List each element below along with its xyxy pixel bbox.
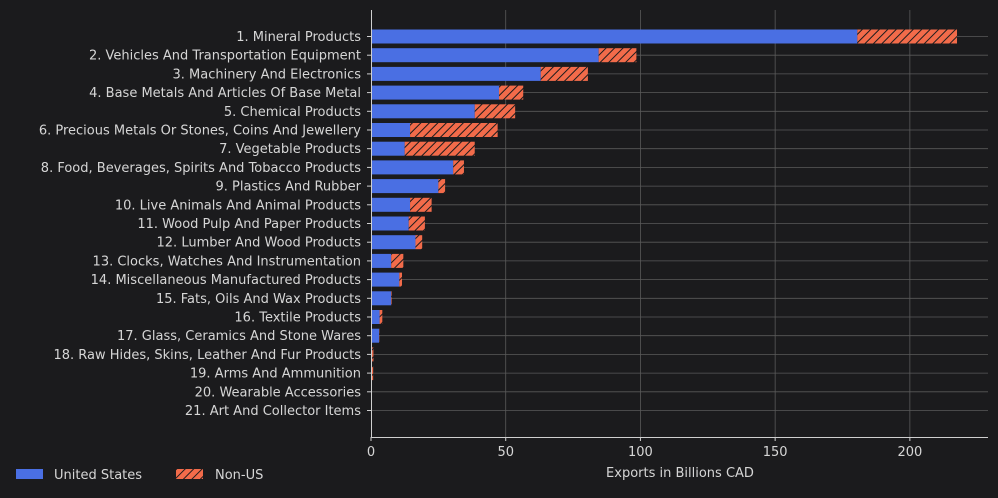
bar-non-us <box>410 197 432 212</box>
category-label: 2. Vehicles And Transportation Equipment <box>89 49 361 64</box>
category-label: 13. Clocks, Watches And Instrumentation <box>93 254 361 269</box>
bar-united-states <box>371 253 392 268</box>
bar-united-states <box>371 310 380 324</box>
category-label: 20. Wearable Accessories <box>195 385 362 400</box>
category-label: 8. Food, Beverages, Spirits And Tobacco … <box>41 161 361 176</box>
category-label: 5. Chemical Products <box>224 105 361 120</box>
bar-non-us <box>391 291 392 306</box>
bar-united-states <box>371 29 858 44</box>
legend-swatch-united-states <box>16 469 43 479</box>
bar-united-states <box>371 272 400 287</box>
bar-united-states <box>371 66 541 81</box>
bar-united-states <box>371 291 392 306</box>
x-tick-label: 0 <box>367 445 375 460</box>
bar-non-us <box>453 160 464 175</box>
bar-united-states <box>371 216 409 231</box>
bar-non-us <box>540 66 588 81</box>
legend-swatch-non-us <box>176 469 203 479</box>
bar-non-us <box>415 235 423 250</box>
category-label: 9. Plastics And Rubber <box>215 180 361 195</box>
category-labels: 1. Mineral Products 2. Vehicles And Trans… <box>39 30 371 419</box>
legend-label-non-us: Non-US <box>215 468 263 483</box>
bar-united-states <box>371 235 416 250</box>
axes <box>371 10 988 438</box>
category-label: 4. Base Metals And Articles Of Base Meta… <box>89 86 361 101</box>
bar-non-us <box>857 29 958 44</box>
category-label: 19. Arms And Ammunition <box>190 367 361 382</box>
bar-non-us <box>598 48 637 63</box>
bar-united-states <box>371 104 475 119</box>
bar-non-us <box>404 141 475 156</box>
category-label: 11. Wood Pulp And Paper Products <box>137 217 361 232</box>
bar-united-states <box>371 48 599 63</box>
category-label: 10. Live Animals And Animal Products <box>115 198 361 213</box>
category-label: 1. Mineral Products <box>236 30 361 45</box>
category-label: 7. Vegetable Products <box>219 142 361 157</box>
category-label: 14. Miscellaneous Manufactured Products <box>91 273 362 288</box>
bar-non-us <box>372 347 374 362</box>
category-label: 18. Raw Hides, Skins, Leather And Fur Pr… <box>53 348 361 363</box>
bar-united-states <box>371 179 439 194</box>
bar-non-us <box>408 216 425 231</box>
category-label: 6. Precious Metals Or Stones, Coins And … <box>39 124 361 139</box>
bar-united-states <box>371 85 499 100</box>
x-axis-title: Exports in Billions CAD <box>606 466 754 481</box>
bars <box>371 29 958 418</box>
bar-united-states <box>371 160 454 175</box>
x-tick-label: 100 <box>628 445 653 460</box>
bar-united-states <box>371 197 411 212</box>
category-label: 17. Glass, Ceramics And Stone Wares <box>117 329 361 344</box>
legend-label-united-states: United States <box>54 468 142 483</box>
bar-non-us <box>379 310 383 324</box>
category-label: 15. Fats, Oils And Wax Products <box>156 292 361 307</box>
category-label: 16. Textile Products <box>234 311 361 326</box>
x-tick-label: 200 <box>897 445 922 460</box>
bar-non-us <box>371 366 374 381</box>
bar-non-us <box>474 104 516 119</box>
bar-non-us <box>399 272 402 287</box>
legend: United States Non-US <box>16 468 263 483</box>
category-label: 12. Lumber And Wood Products <box>157 236 362 251</box>
category-label: 21. Art And Collector Items <box>185 404 361 419</box>
category-label: 3. Machinery And Electronics <box>173 67 362 82</box>
bar-non-us <box>438 179 446 194</box>
bar-non-us <box>498 85 524 100</box>
bar-non-us <box>391 253 404 268</box>
bar-non-us <box>410 123 498 137</box>
x-tick-label: 150 <box>763 445 788 460</box>
x-tick-label: 50 <box>497 445 514 460</box>
x-tick-labels: 0 50 100 150 200 <box>367 437 922 460</box>
bar-united-states <box>371 123 411 137</box>
bar-united-states <box>371 141 405 156</box>
bar-united-states <box>371 328 380 343</box>
